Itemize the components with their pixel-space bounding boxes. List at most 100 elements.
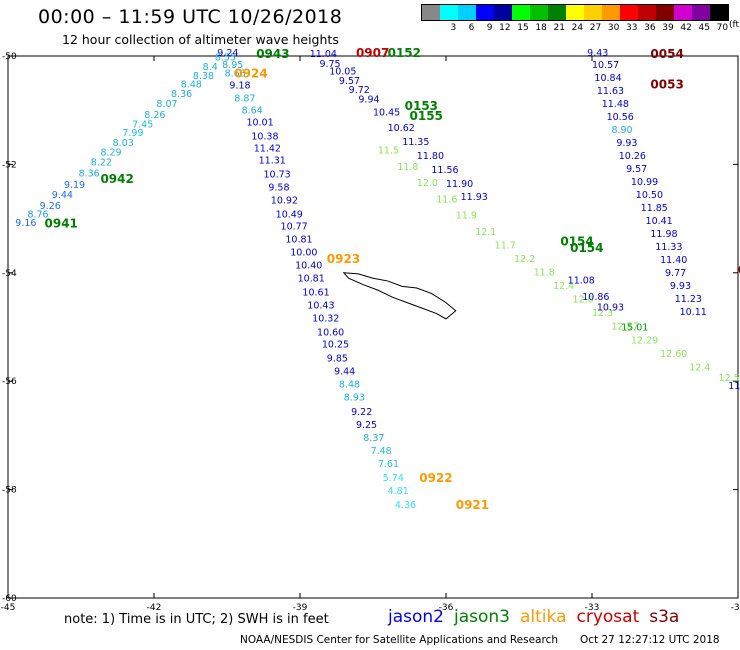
wave-height-value: 9.25 [356,420,377,431]
wave-height-value: 11.5 [378,146,399,157]
wave-height-value: 11.33 [655,242,682,253]
scale-swatch-16 [710,5,728,20]
scale-label-2: 9 [486,23,493,33]
wave-height-value: 10.32 [312,314,339,325]
wave-height-value: 12.60 [660,349,687,360]
wave-height-value: 9.43 [587,48,608,59]
wave-height-value: 7.48 [371,446,392,457]
wave-height-value: 12.5 [719,373,740,384]
wave-height-value: 9.85 [327,354,348,365]
wave-height-value: 11.56 [431,165,458,176]
legend-s3a: s3a [649,607,680,627]
wave-height-value: 9.44 [52,190,73,201]
scale-label-10: 33 [626,23,638,33]
wave-height-value: 12.4 [689,362,710,373]
wave-height-value: 9.77 [665,268,686,279]
page-subtitle: 12 hour collection of altimeter wave hei… [62,32,339,47]
wave-height-value: 10.00 [290,247,317,258]
wave-height-value: 11.08 [568,276,595,287]
wave-height-value: 10.41 [646,216,673,227]
time-label: 0941 [45,216,78,230]
y-tick-label-3: -56 [2,377,17,387]
time-label: 0051 [738,263,740,277]
color-scale-swatches [421,4,729,21]
scale-label-9: 30 [607,23,620,33]
scale-swatch-3 [476,5,494,20]
wave-height-value: 10.84 [594,73,621,84]
scale-label-6: 21 [553,23,565,33]
x-tick-label-5: -30 [731,603,740,613]
legend-cryosat: cryosat [576,607,640,627]
legend-jason2: jason2 [388,607,444,627]
wave-height-value: 9.72 [349,85,370,96]
wave-height-value: 11.80 [417,151,444,162]
time-label: 0154 [560,235,593,249]
time-label: 0155 [410,109,443,123]
wave-height-value: 9.93 [670,281,691,292]
wave-height-value: 12.29 [631,335,658,346]
wave-height-value: 10.45 [373,108,400,119]
wave-height-value: 9.57 [339,76,360,87]
wave-height-value: 8.76 [27,210,48,221]
wave-height-value: 8.55 [215,52,236,63]
wave-height-value: 9.18 [229,81,250,92]
scale-swatch-0 [422,5,440,20]
scale-label-11: 36 [644,23,656,33]
wave-height-value: 12.0 [573,295,594,306]
wave-height-value: 11.31 [259,155,286,166]
wave-height-value: 8.68 [225,69,246,80]
y-tick-label-2: -54 [2,269,17,279]
legend-altika: altika [520,607,567,627]
y-tick-label-4: -58 [2,486,17,496]
scale-swatch-11 [620,5,638,20]
scale-label-13: 42 [680,23,692,33]
scale-label-7: 24 [571,23,584,33]
wave-height-value: 8.87 [234,94,255,105]
y-tick-label-1: -52 [2,160,17,170]
wave-height-value: 11.90 [446,179,473,190]
wave-height-value: 9.22 [351,407,372,418]
scale-label-12: 39 [662,23,674,33]
wave-height-value: 7.45 [132,120,153,131]
scale-swatch-6 [530,5,548,20]
time-label: 0053 [650,78,683,92]
note-text: note: 1) Time is in UTC; 2) SWH is in fe… [64,612,329,627]
wave-height-value: 11.35 [402,137,429,148]
wave-height-value: 8.95 [222,60,243,71]
wave-height-value: 9.16 [15,218,36,229]
scale-label-14: 45 [698,23,710,33]
wave-height-value: 8.36 [79,168,100,179]
wave-height-value: 11.48 [602,99,629,110]
footer-credit: NOAA/NESDIS Center for Satellite Applica… [240,634,558,646]
wave-height-value: 12.4 [553,281,574,292]
wave-height-value: 4.81 [388,486,409,497]
wave-height-value: 10.60 [317,328,344,339]
wave-height-value: 10.50 [636,190,663,201]
scale-label-5: 18 [535,23,547,33]
wave-height-value: 8.90 [611,125,632,136]
wave-height-value: 8.64 [242,105,263,116]
wave-height-value: 10.38 [251,131,278,142]
wave-height-value: 7.99 [122,128,143,139]
time-label: 0943 [256,47,289,61]
wave-height-value: 9.57 [626,164,647,175]
legend-jason3: jason3 [454,607,510,627]
x-tick-label-1: -42 [147,603,162,613]
wave-height-value: 10.81 [298,273,325,284]
scale-swatch-14 [674,5,692,20]
scale-label-4: 15 [517,23,529,33]
coastline-south-georgia [342,272,457,320]
wave-height-value: 12.3 [592,308,613,319]
wave-height-value: 10.56 [607,112,634,123]
x-tick-label-2: -39 [293,603,308,613]
wave-height-value: 9.24 [217,48,238,59]
wave-height-value: 9.93 [616,138,637,149]
time-label: 0924 [234,67,267,81]
wave-height-value: 10.99 [631,177,658,188]
wave-height-value: 12.57 [611,322,638,333]
wave-height-value: 12.2 [514,254,535,265]
time-label: 0054 [650,47,683,61]
wave-height-value: 9.26 [40,201,61,212]
wave-height-value: 11.9 [456,211,477,222]
time-label: 0153 [405,99,438,113]
